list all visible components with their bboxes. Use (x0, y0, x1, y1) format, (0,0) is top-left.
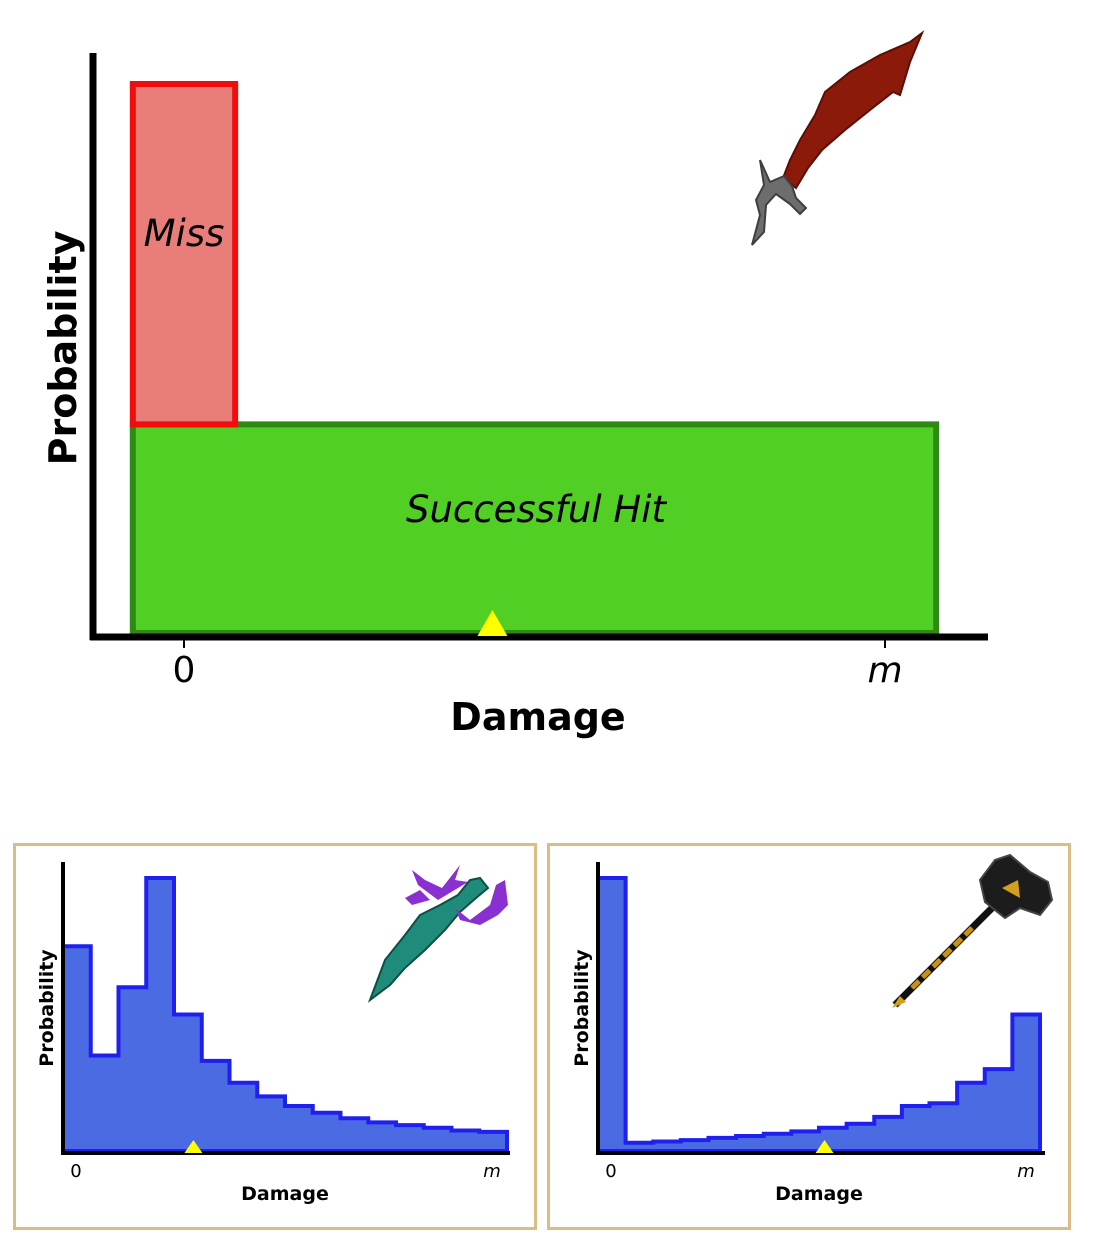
mean-marker (477, 610, 508, 636)
right-panel-frame (547, 843, 1071, 1230)
left-panel-frame (13, 843, 537, 1230)
hit-bar-label: Successful Hit (406, 488, 668, 531)
miss-bar-label: Miss (144, 212, 225, 255)
miss-bar (129, 81, 239, 428)
main-y-axis-label: Probability (41, 230, 85, 465)
main-chart: Miss Successful Hit 0 m Damage Probabili… (41, 30, 988, 739)
hit-bar (129, 421, 940, 636)
main-x-tick-m: m (867, 650, 902, 691)
main-x-axis-label: Damage (450, 695, 625, 739)
scimitar-icon (751, 30, 925, 246)
main-x-tick-0: 0 (173, 650, 196, 691)
